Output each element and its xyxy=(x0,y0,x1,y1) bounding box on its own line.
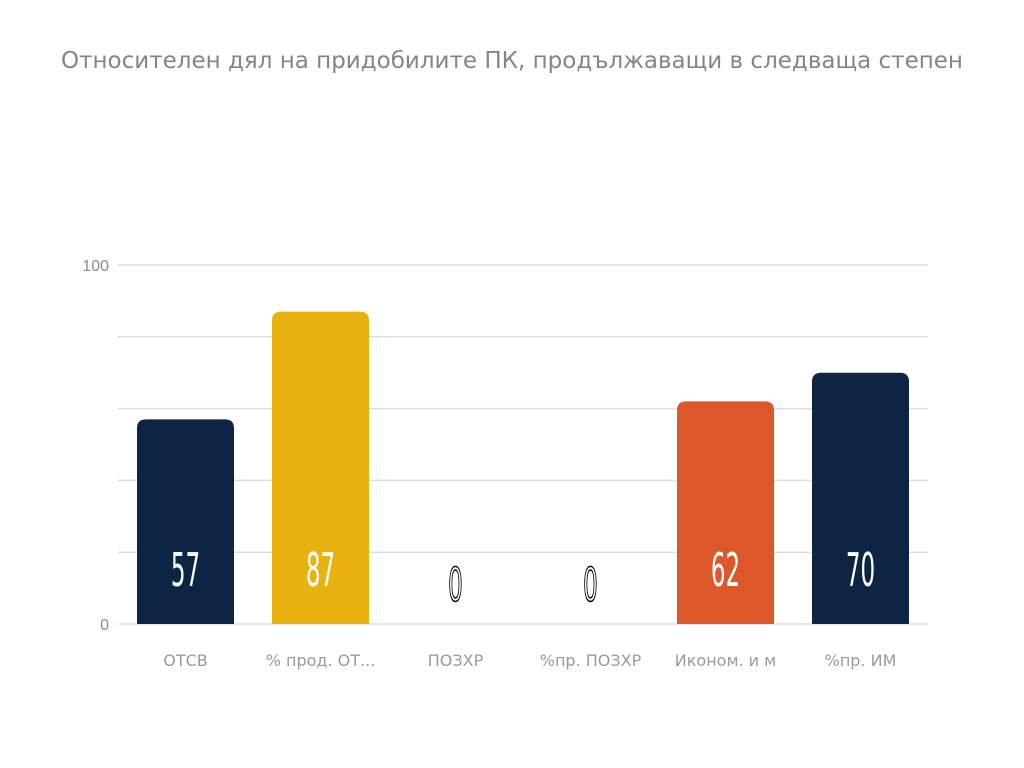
grid-layer xyxy=(118,264,928,625)
bars xyxy=(137,311,909,624)
category-label: ПОЗХР xyxy=(428,651,484,670)
y-tick-label: 0 xyxy=(100,617,109,634)
value-label: 0 xyxy=(583,558,598,612)
category-label: ОТСВ xyxy=(163,651,208,670)
bar xyxy=(812,372,909,624)
category-labels: ОТСВ % прод. ОТ... ПОЗХР %пр. ПОЗХР Иконом. … xyxy=(163,651,896,670)
value-label: 70 xyxy=(846,543,875,597)
bar xyxy=(677,401,774,624)
y-tick-label: 100 xyxy=(82,258,109,275)
value-label: 0 xyxy=(448,558,463,612)
category-label: Иконом. и м xyxy=(675,651,776,670)
value-label: 62 xyxy=(711,543,740,597)
category-label: %пр. ИМ xyxy=(825,651,897,670)
value-label: 57 xyxy=(171,543,200,597)
category-label: %пр. ПОЗХР xyxy=(540,651,642,670)
bar xyxy=(137,419,234,624)
bar xyxy=(272,311,369,624)
value-label: 87 xyxy=(306,543,335,597)
value-labels: 57 87 0 0 62 70 xyxy=(171,543,875,613)
chart-title: Относителен дял на придобилите ПК, продъ… xyxy=(61,48,963,74)
category-label: % прод. ОТ... xyxy=(266,651,376,670)
y-axis-ticks: 0 100 xyxy=(82,258,109,634)
